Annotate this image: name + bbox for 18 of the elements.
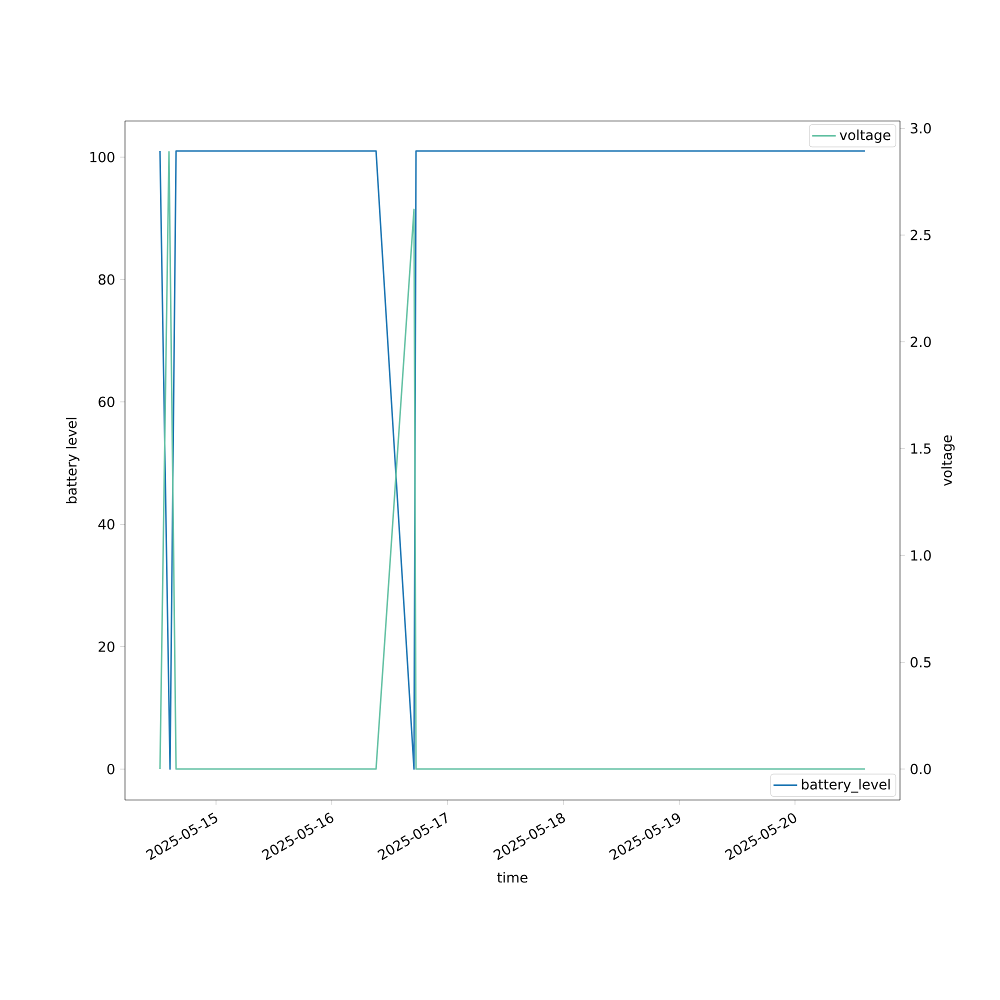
y2-tick-label: 1.0	[911, 550, 931, 561]
y2-tick-label: 2.5	[910, 230, 931, 240]
x-axis-title: time	[497, 872, 528, 883]
y-tick-label: 80	[98, 274, 114, 285]
y2-tick-label: 0.5	[910, 656, 931, 668]
y2-tick-label: 2.0	[910, 336, 931, 348]
legend-label: voltage	[840, 129, 890, 143]
y-tick-label: 20	[98, 641, 114, 652]
y2-tick-label: 1.5	[911, 443, 931, 454]
y-tick-label: 0	[107, 764, 114, 774]
y2-axis-title: voltage	[941, 435, 955, 486]
legend-label: battery_level	[802, 778, 890, 793]
y-tick-label: 100	[90, 152, 114, 162]
y-tick-label: 60	[98, 396, 114, 408]
y2-tick-label: 0.0	[910, 764, 931, 774]
y2-tick-label: 3.0	[910, 123, 931, 134]
y-axis-title: battery level	[66, 418, 80, 504]
y-tick-label: 40	[98, 519, 114, 530]
